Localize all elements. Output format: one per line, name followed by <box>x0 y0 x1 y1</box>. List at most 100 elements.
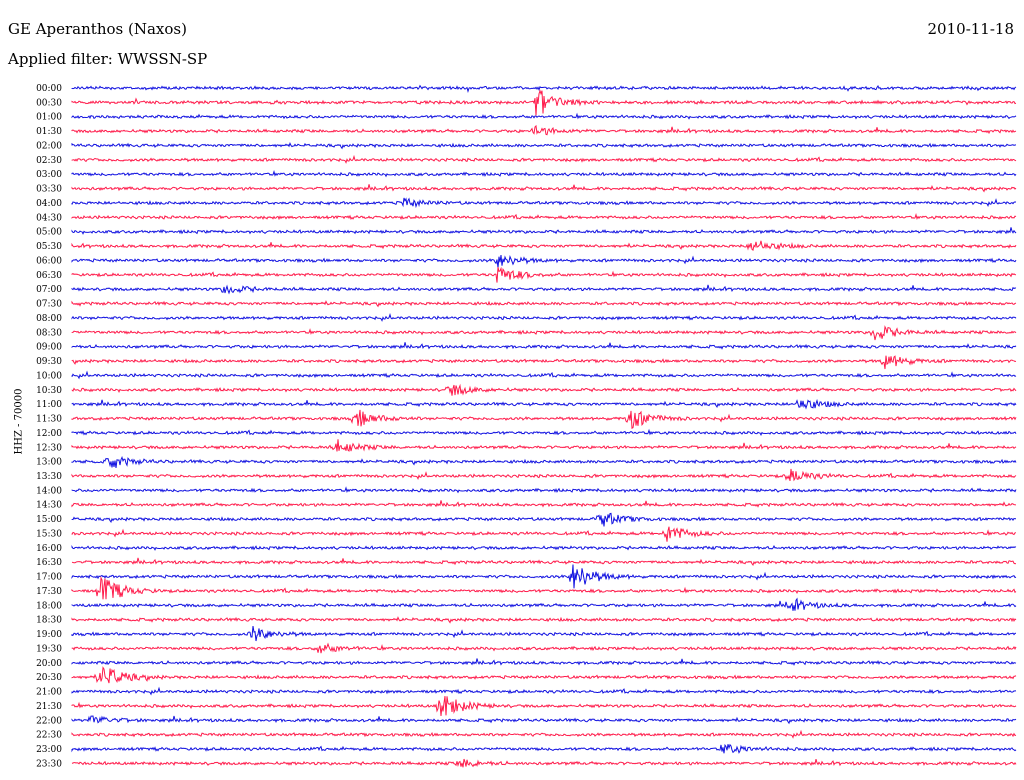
trace-line <box>71 383 1017 396</box>
row-label: 14:30 <box>36 501 62 511</box>
station-title: GE Aperanthos (Naxos) <box>8 20 187 38</box>
trace-line <box>71 169 1017 178</box>
row-label: 03:00 <box>36 170 62 180</box>
trace-line <box>71 227 1017 235</box>
row-label: 08:00 <box>36 314 62 324</box>
trace-line <box>71 564 1017 589</box>
row-label: 08:30 <box>36 328 62 338</box>
trace-line <box>71 325 1017 341</box>
row-label: 22:30 <box>36 731 62 741</box>
trace-line <box>71 575 1017 600</box>
row-label: 17:30 <box>36 587 62 597</box>
trace-line <box>71 213 1017 221</box>
trace-line <box>71 313 1017 322</box>
trace-line <box>71 658 1017 666</box>
trace-line <box>71 642 1017 654</box>
row-label: 10:00 <box>36 371 62 381</box>
trace-line <box>71 284 1017 295</box>
row-label: 22:00 <box>36 716 62 726</box>
row-label: 15:30 <box>36 529 62 539</box>
trace-line <box>71 342 1017 350</box>
row-label: 21:30 <box>36 702 62 712</box>
trace-line <box>71 355 1017 370</box>
trace-line <box>71 370 1017 380</box>
row-label: 00:30 <box>36 98 62 108</box>
trace-line <box>71 715 1017 725</box>
trace-line <box>71 512 1016 527</box>
row-label: 02:00 <box>36 141 62 151</box>
row-label: 03:30 <box>36 185 62 195</box>
row-label: 10:30 <box>36 386 62 396</box>
row-label: 18:00 <box>36 601 62 611</box>
trace-line <box>71 409 1017 429</box>
trace-line <box>71 500 1017 508</box>
row-label: 06:30 <box>36 271 62 281</box>
trace-line <box>71 468 1017 482</box>
trace-line <box>71 89 1017 116</box>
row-label: 16:00 <box>36 544 62 554</box>
trace-line <box>71 455 1017 468</box>
date-label: 2010-11-18 <box>927 20 1014 38</box>
row-label: 09:00 <box>36 343 62 353</box>
row-label: 18:30 <box>36 616 62 626</box>
trace-line <box>71 84 1017 94</box>
trace-line <box>71 526 1017 542</box>
row-label: 23:30 <box>36 759 62 769</box>
trace-line <box>71 597 1017 611</box>
row-label: 07:30 <box>36 300 62 310</box>
trace-line <box>71 758 1017 768</box>
row-label: 19:30 <box>36 644 62 654</box>
row-label: 12:30 <box>36 443 62 453</box>
trace-line <box>71 154 1017 164</box>
trace-line <box>71 240 1017 251</box>
trace-line <box>71 666 1017 684</box>
trace-line <box>71 255 1017 268</box>
row-label: 13:30 <box>36 472 62 482</box>
row-label: 02:30 <box>36 156 62 166</box>
trace-line <box>71 686 1017 696</box>
row-label: 01:30 <box>36 127 62 137</box>
row-label: 12:00 <box>36 429 62 439</box>
row-label: 16:30 <box>36 558 62 568</box>
trace-line <box>71 696 1017 717</box>
trace-line <box>71 112 1017 120</box>
trace-line <box>71 439 1017 452</box>
row-label: 19:00 <box>36 630 62 640</box>
row-label: 20:30 <box>36 673 62 683</box>
row-label: 17:00 <box>36 573 62 583</box>
trace-line <box>71 545 1017 551</box>
trace-line <box>71 197 1017 209</box>
row-label: 11:30 <box>36 415 62 425</box>
row-label: 23:00 <box>36 745 62 755</box>
trace-line <box>71 124 1017 136</box>
row-label: 06:00 <box>36 256 62 266</box>
trace-line <box>71 300 1017 308</box>
row-label: 20:00 <box>36 659 62 669</box>
trace-line <box>71 557 1017 567</box>
row-label: 15:00 <box>36 515 62 525</box>
row-label: 07:00 <box>36 285 62 295</box>
filter-label: Applied filter: WWSSN-SP <box>8 50 208 68</box>
row-label: 14:00 <box>36 486 62 496</box>
row-label: 09:30 <box>36 357 62 367</box>
trace-line <box>71 616 1017 624</box>
row-label: 04:30 <box>36 213 62 223</box>
trace-line <box>71 428 1017 437</box>
row-label: 05:00 <box>36 228 62 238</box>
trace-line <box>71 184 1017 193</box>
row-label: 21:00 <box>36 688 62 698</box>
trace-line <box>71 626 1017 642</box>
row-label: 01:00 <box>36 113 62 123</box>
row-label: 05:30 <box>36 242 62 252</box>
trace-line <box>71 729 1017 739</box>
row-label: 04:00 <box>36 199 62 209</box>
trace-line <box>71 486 1017 494</box>
trace-line <box>71 141 1017 150</box>
row-label: 13:00 <box>36 458 62 468</box>
trace-line <box>71 743 1017 754</box>
row-label: 11:00 <box>36 400 62 410</box>
trace-line <box>71 266 1017 283</box>
row-label: 00:00 <box>36 84 62 94</box>
trace-line <box>71 398 1017 410</box>
